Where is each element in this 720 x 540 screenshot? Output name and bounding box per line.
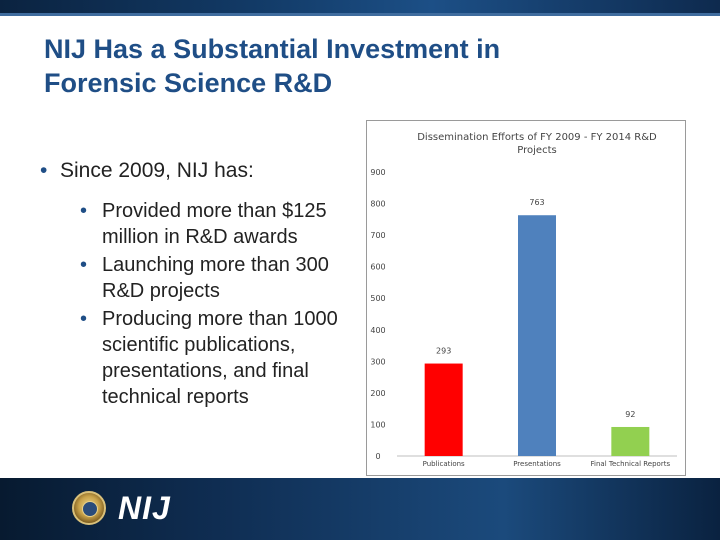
sub-bullet-publications: Producing more than 1000 scientific publ… — [78, 306, 338, 410]
chart-plot: 0 100 200 300 400 500 600 700 800 900 293 Publicati… — [370, 168, 677, 468]
sub-bullet-awards: Provided more than $125 million in R&D a… — [78, 198, 338, 250]
bullet-main: Since 2009, NIJ has: — [38, 158, 338, 184]
bar-final-technical-reports — [611, 426, 650, 456]
y-tick-label: 100 — [370, 420, 385, 429]
y-tick-label: 700 — [370, 231, 385, 240]
x-tick-label: Final Technical Reports — [591, 460, 671, 468]
doj-seal-icon — [72, 491, 106, 525]
y-tick-label: 800 — [370, 200, 385, 209]
slide-title: NIJ Has a Substantial Investment in Fore… — [44, 32, 664, 100]
nij-logo: NIJ — [118, 490, 171, 526]
slide-title-line-1: NIJ Has a Substantial Investment in — [44, 34, 501, 64]
data-label: 763 — [529, 198, 544, 207]
x-tick-label: Publications — [423, 460, 465, 468]
y-tick-label: 0 — [375, 452, 380, 461]
y-tick-label: 300 — [370, 357, 385, 366]
top-banner — [0, 0, 720, 16]
bar-publications — [424, 363, 463, 456]
sub-bullet-projects: Launching more than 300 R&D projects — [78, 252, 338, 304]
bottom-banner — [0, 478, 720, 540]
y-tick-label: 600 — [370, 263, 385, 272]
data-label: 293 — [436, 347, 451, 356]
bar-chart: Dissemination Efforts of FY 2009 - FY 20… — [366, 120, 686, 476]
chart-title: Dissemination Efforts of FY 2009 - FY 20… — [417, 132, 657, 156]
y-tick-label: 400 — [370, 326, 385, 335]
y-tick-label: 200 — [370, 389, 385, 398]
sub-bullet-list: Provided more than $125 million in R&D a… — [78, 198, 338, 410]
x-tick-label: Presentations — [513, 460, 561, 468]
y-tick-label: 500 — [370, 294, 385, 303]
bullet-list: Since 2009, NIJ has: Provided more than … — [38, 158, 338, 412]
y-tick-label: 900 — [370, 168, 385, 177]
bar-presentations — [518, 215, 556, 456]
slide-title-line-2: Forensic Science R&D — [44, 68, 333, 98]
data-label: 92 — [625, 410, 635, 419]
